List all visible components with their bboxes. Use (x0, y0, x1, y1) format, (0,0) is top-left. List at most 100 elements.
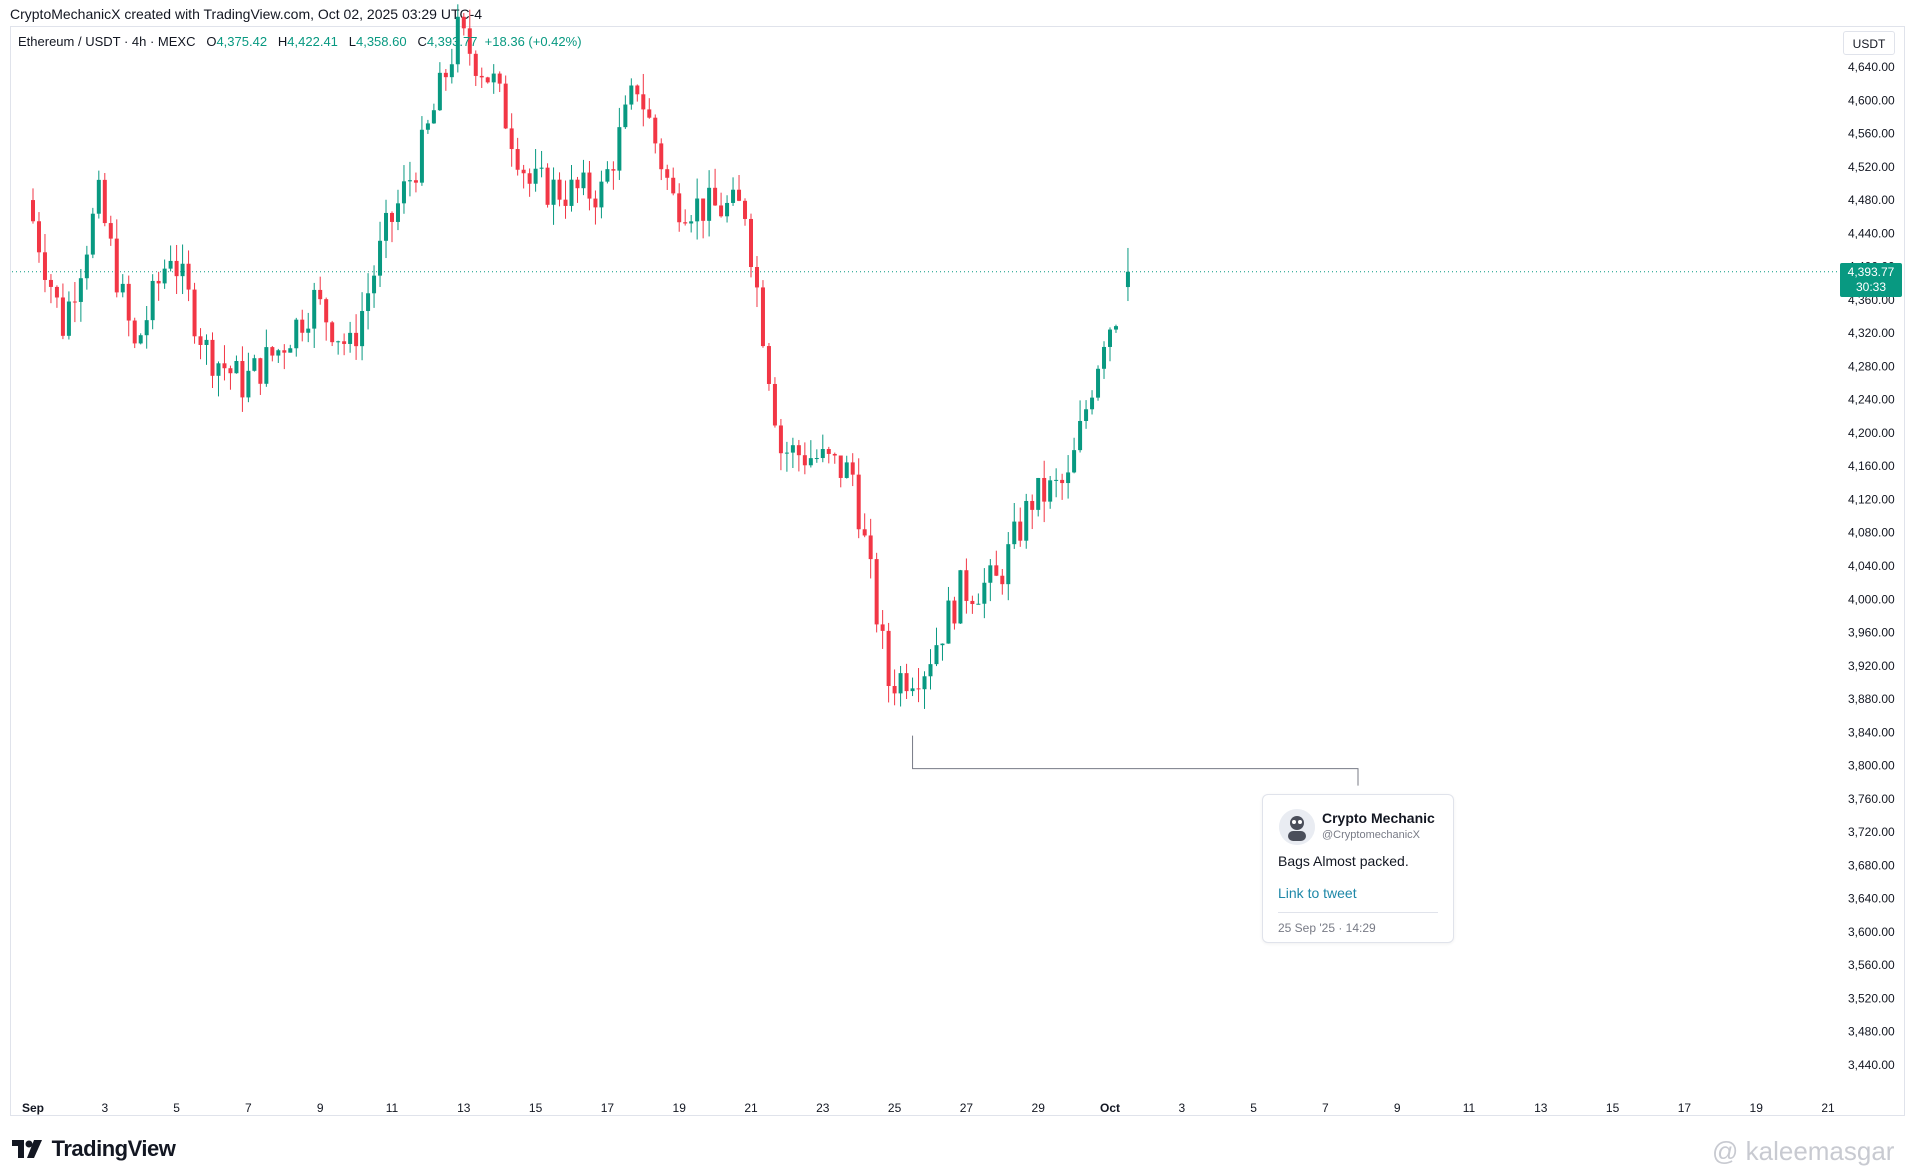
candle-body (958, 570, 963, 624)
candle-body (760, 287, 765, 347)
candle-body (946, 600, 951, 644)
candle-body (683, 222, 688, 224)
candle-body (378, 240, 383, 276)
candle-body (354, 332, 359, 347)
candle-body (766, 346, 771, 384)
candle-body (904, 673, 909, 692)
candle-body (701, 198, 706, 221)
candle-body (814, 458, 819, 460)
price-tick-label: 3,480.00 (1848, 1025, 1895, 1039)
price-tick-label: 3,960.00 (1848, 626, 1895, 640)
candle-body (964, 570, 969, 601)
date-tick-label: 17 (601, 1101, 615, 1115)
candle-body (778, 425, 783, 454)
date-tick-label: 7 (1322, 1101, 1329, 1115)
price-tick-label: 4,560.00 (1848, 127, 1895, 141)
tradingview-logo[interactable]: TradingView (12, 1136, 176, 1162)
candle-body (306, 328, 311, 333)
candle-body (120, 283, 125, 293)
candle-body (868, 535, 873, 560)
price-tick-label: 3,600.00 (1848, 925, 1895, 939)
symbol-legend[interactable]: Ethereum / USDT · 4h · MEXC O4,375.42 H4… (18, 34, 582, 49)
candle-body (413, 180, 418, 183)
avatar (1279, 809, 1315, 845)
candle-body (491, 73, 496, 83)
date-tick-label: 21 (1821, 1101, 1835, 1115)
candle-body (150, 280, 155, 321)
candle-body (192, 289, 197, 337)
candle-body (629, 85, 634, 105)
candle-body (808, 458, 813, 466)
date-tick-label: 9 (1394, 1101, 1401, 1115)
tweet-link[interactable]: Link to tweet (1278, 885, 1357, 901)
candle-body (533, 168, 538, 184)
tradingview-logo-icon (12, 1136, 48, 1161)
currency-selector[interactable]: USDT (1843, 31, 1895, 55)
candle-body (521, 169, 526, 174)
candle-body (617, 127, 622, 171)
candle-body (234, 361, 239, 374)
candle-body (168, 260, 173, 269)
candle-body (994, 565, 999, 576)
candle-body (611, 169, 616, 171)
price-tick-label: 3,920.00 (1848, 659, 1895, 673)
date-axis: Sep 3 5 7 9 11 13 15 17 19 21 23 25 27 29 Oct 3 5 7 9 11 13 15… (22, 1101, 1835, 1115)
price-tick-label: 4,080.00 (1848, 526, 1895, 540)
candle-body (796, 445, 801, 456)
candle-body (54, 286, 59, 298)
candle-body (66, 301, 71, 336)
candle-body (258, 358, 263, 384)
candle-body (336, 341, 341, 343)
candle-body (1102, 346, 1107, 369)
tweet-card[interactable]: Crypto Mechanic @CryptomechanicX Bags Al… (1262, 794, 1454, 943)
date-tick-label: 3 (101, 1101, 108, 1115)
price-tick-label: 4,280.00 (1848, 359, 1895, 373)
candle-body (754, 267, 759, 288)
candle-body (114, 238, 119, 293)
candle-body (928, 664, 933, 677)
candle-body (647, 109, 652, 118)
candle-body (497, 73, 502, 84)
candle-body (36, 221, 41, 253)
candle-body (312, 289, 317, 329)
candle-body (401, 181, 406, 204)
candle-body (1030, 500, 1035, 510)
high-label: H (277, 34, 288, 49)
candle-body (892, 686, 897, 694)
candle-body (366, 293, 371, 312)
date-tick-label: 17 (1678, 1101, 1692, 1115)
candle-body (982, 582, 987, 604)
date-tick-label: 27 (960, 1101, 974, 1115)
date-tick-label: 13 (1534, 1101, 1548, 1115)
price-axis: 4,640.00 4,600.00 4,560.00 4,520.00 4,480.00… (1848, 60, 1895, 1072)
candle-body (820, 449, 825, 459)
candle-body (677, 193, 682, 223)
date-tick-label: 19 (1750, 1101, 1764, 1115)
candle-body (78, 278, 83, 302)
candle-body (479, 75, 484, 78)
candle-body (940, 643, 945, 646)
change-value: +18.36 (+0.42%) (484, 34, 582, 49)
candle-body (372, 275, 377, 294)
candle-body (31, 200, 35, 222)
price-tick-label: 4,000.00 (1848, 592, 1895, 606)
open-label: O (206, 34, 217, 49)
candle-body (210, 339, 215, 376)
candle-body (461, 16, 466, 29)
chart-frame[interactable] (10, 26, 1905, 1116)
candle-body (455, 16, 460, 65)
annotation-layer (912, 735, 1359, 786)
candle-body (862, 529, 867, 536)
candle-body (42, 252, 47, 280)
date-tick-label: 15 (1606, 1101, 1620, 1115)
candle-body (1036, 477, 1041, 510)
candle-body (162, 268, 167, 284)
candle-body (96, 179, 101, 214)
candle-body (1000, 575, 1005, 585)
date-tick-label: 23 (816, 1101, 830, 1115)
candle-body (84, 254, 89, 279)
price-tick-label: 4,320.00 (1848, 326, 1895, 340)
close-value: 4,393.77 (426, 34, 478, 49)
tweet-author-handle: @CryptomechanicX (1322, 829, 1420, 841)
